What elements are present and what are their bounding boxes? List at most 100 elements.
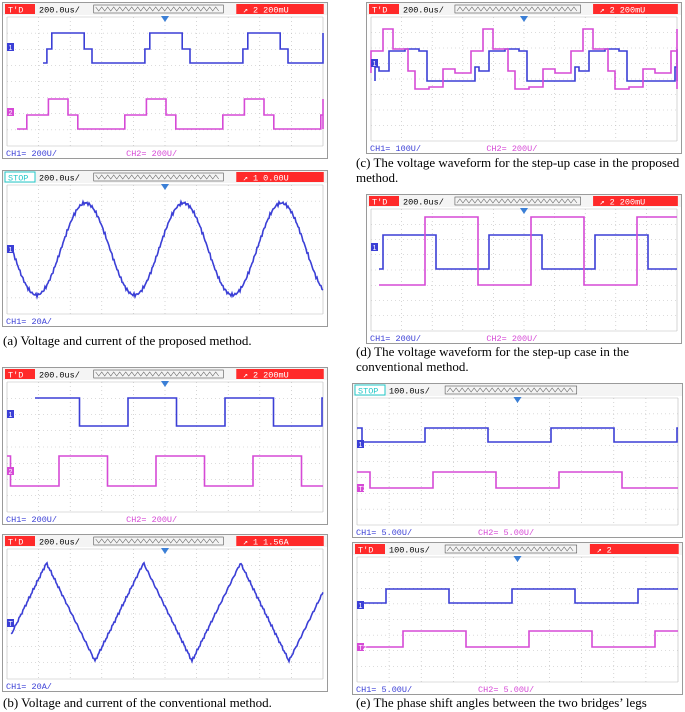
ch2-trace	[357, 630, 678, 648]
ch1-marker-label: 1	[359, 442, 363, 449]
memory-bar	[444, 385, 578, 395]
timebase-label: 200.0us/	[39, 6, 80, 16]
scope-a-current: STOP 200.0us/ ↗ 1 0.00U CH1= 20A/1	[2, 170, 328, 327]
ch2-marker-label: 2	[9, 469, 13, 476]
trigger-position-icon	[161, 548, 169, 554]
trigger-label: ↗ 1 1.56A	[243, 538, 290, 548]
ch2-marker	[7, 108, 14, 116]
ch1-trace	[10, 199, 324, 300]
trigger-box	[593, 196, 678, 206]
trigger-label: ↗ 2 200mU	[243, 6, 289, 16]
scope-c: T'D 200.0us/ ↗ 2 200mU CH1= 100U/CH2= 200U/…	[366, 2, 682, 154]
status-text: T'D	[358, 546, 373, 556]
trigger-position-icon	[161, 381, 169, 387]
memory-bar	[454, 4, 581, 14]
scope-display: T'D 200.0us/ ↗ 2 200mU CH1= 100U/CH2= 200U/…	[367, 3, 681, 153]
status-text: T'D	[8, 371, 23, 381]
status-badge	[5, 4, 35, 14]
ch1-scale-label: CH1= 200U/	[6, 149, 57, 158]
trigger-label: ↗ 2 200mU	[243, 371, 289, 381]
ch2-marker	[357, 643, 364, 651]
status-text: T'D	[8, 6, 23, 16]
ch1-marker-label: T	[9, 621, 14, 628]
scope-d: T'D 200.0us/ ↗ 2 200mU CH1= 200U/CH2= 200U/…	[366, 194, 682, 344]
ch1-marker	[357, 601, 364, 609]
trigger-label: ↗ 2 200mU	[599, 6, 645, 16]
timebase-label: 200.0us/	[39, 371, 80, 381]
timebase-label: 200.0us/	[39, 538, 80, 548]
ch1-marker-label: 1	[9, 45, 13, 52]
timebase-label: 200.0us/	[39, 174, 80, 184]
trigger-position-icon	[513, 556, 522, 562]
memory-zigzag	[95, 174, 219, 180]
memory-bar	[454, 196, 581, 206]
ch1-marker	[357, 440, 364, 448]
memory-zigzag	[446, 387, 574, 393]
status-text: STOP	[358, 387, 378, 397]
memory-bar	[444, 544, 578, 554]
caption-c: (c) The voltage waveform for the step-up…	[356, 155, 680, 185]
trigger-box	[236, 172, 324, 182]
ch1-trace	[379, 234, 677, 270]
ch2-marker-label: T2	[359, 645, 367, 652]
trigger-label: ↗ 1 0.00U	[243, 174, 289, 184]
ch1-marker	[371, 243, 378, 251]
ch2-marker-label: T2	[359, 486, 367, 493]
scope-display: T'D 100.0us/ ↗ 2 CH1= 5.00U/CH2= 5.00U/1 T2	[353, 543, 682, 694]
memory-bar	[93, 4, 224, 14]
ch1-scale-label: CH1= 20A/	[6, 317, 52, 326]
status-text: T'D	[372, 6, 387, 16]
scope-display: T'D 200.0us/ ↗ 2 200mU CH1= 200U/CH2= 200U/…	[3, 368, 327, 524]
memory-zigzag	[456, 198, 578, 204]
memory-zigzag	[95, 6, 219, 12]
ch1-marker	[371, 59, 378, 67]
status-text: T'D	[8, 538, 23, 548]
ch1-scale-label: CH1= 20A/	[6, 682, 52, 691]
ch2-scale-label: CH2= 200U/	[126, 149, 177, 158]
caption-d: (d) The voltage waveform for the step-up…	[356, 344, 630, 374]
ch1-marker-label: 1	[373, 61, 377, 68]
scope-display: T'D 200.0us/ ↗ 1 1.56A CH1= 20A/T	[3, 535, 327, 691]
trigger-position-icon	[520, 208, 528, 214]
status-badge	[369, 4, 399, 14]
trigger-position-icon	[161, 16, 169, 22]
ch2-scale-label: CH2= 200U/	[486, 334, 537, 343]
ch2-scale-label: CH2= 5.00U/	[478, 685, 534, 694]
ch1-trace	[35, 397, 323, 427]
trigger-position-icon	[520, 16, 528, 22]
timebase-label: 100.0us/	[389, 546, 430, 556]
status-badge	[369, 196, 399, 206]
scope-display: STOP 200.0us/ ↗ 1 0.00U CH1= 20A/1	[3, 171, 327, 326]
timebase-label: 200.0us/	[403, 198, 444, 208]
memory-zigzag	[95, 538, 219, 544]
caption-e: (e) The phase shift angles between the t…	[356, 695, 647, 710]
trigger-box	[593, 4, 678, 14]
ch2-scale-label: CH2= 5.00U/	[478, 528, 534, 537]
trigger-label: ↗ 2 200mU	[599, 198, 645, 208]
ch2-trace	[7, 455, 323, 487]
ch1-marker	[7, 245, 14, 253]
trigger-label: ↗ 2	[596, 546, 611, 556]
ch1-marker-label: 1	[9, 412, 13, 419]
ch1-marker	[7, 410, 14, 418]
scope-b-voltage: T'D 200.0us/ ↗ 2 200mU CH1= 200U/CH2= 200U/…	[2, 367, 328, 525]
ch2-marker	[7, 467, 14, 475]
status-badge	[5, 536, 35, 546]
memory-bar	[93, 172, 224, 182]
timebase-label: 200.0us/	[403, 6, 444, 16]
status-badge	[354, 384, 386, 396]
ch1-trace	[10, 561, 324, 664]
trigger-box	[589, 544, 679, 554]
ch2-scale-label: CH2= 200U/	[486, 144, 537, 153]
caption-a: (a) Voltage and current of the proposed …	[3, 333, 252, 348]
ch1-scale-label: CH1= 100U/	[370, 144, 421, 153]
status-badge	[5, 369, 35, 379]
memory-zigzag	[95, 371, 219, 377]
timebase-label: 100.0us/	[389, 387, 430, 397]
ch2-scale-label: CH2= 200U/	[126, 515, 177, 524]
status-text: T'D	[372, 198, 387, 208]
scope-b-current: T'D 200.0us/ ↗ 1 1.56A CH1= 20A/T	[2, 534, 328, 692]
ch1-scale-label: CH1= 5.00U/	[356, 685, 412, 694]
memory-bar	[93, 369, 224, 379]
trigger-position-icon	[161, 184, 169, 190]
